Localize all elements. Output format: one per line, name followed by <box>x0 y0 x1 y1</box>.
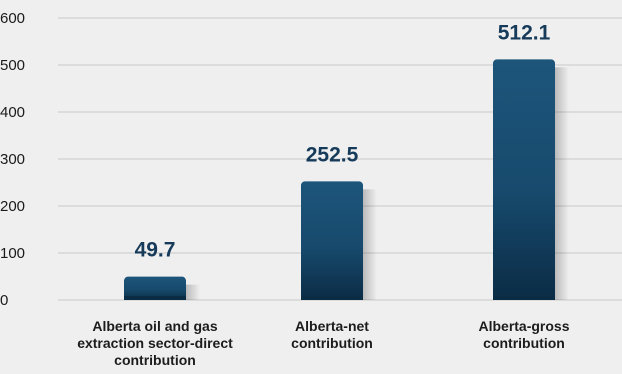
bar-base <box>301 296 363 300</box>
y-tick-label: 300 <box>0 151 25 168</box>
x-tick-label: extraction sector-direct <box>77 335 233 351</box>
bars <box>124 59 569 300</box>
y-tick-label: 0 <box>0 292 8 309</box>
x-tick-label: contribution <box>483 335 565 351</box>
x-tick-label: Alberta-gross <box>478 318 569 334</box>
x-tick-label: Alberta-net <box>295 318 369 334</box>
bar-shadow <box>363 189 377 300</box>
x-tick-label: contribution <box>114 352 196 368</box>
bar-base <box>124 296 186 300</box>
bar <box>301 181 363 300</box>
bar <box>124 276 186 300</box>
y-tick-label: 100 <box>0 245 25 262</box>
y-tick-label: 400 <box>0 104 25 121</box>
x-tick-label: Alberta oil and gas <box>92 318 217 334</box>
y-tick-label: 600 <box>0 10 25 27</box>
y-tick-label: 500 <box>0 57 25 74</box>
x-tick-label: contribution <box>291 335 373 351</box>
bar-shadow <box>555 67 569 300</box>
data-labels: 49.7 252.5 512.1 <box>135 21 551 261</box>
bar-shadow <box>186 284 200 300</box>
bar-base <box>493 296 555 300</box>
y-axis: 0 100 200 300 400 500 600 <box>0 10 25 309</box>
data-label: 49.7 <box>135 239 176 262</box>
data-label: 252.5 <box>306 143 359 166</box>
bar <box>493 59 555 300</box>
data-label: 512.1 <box>498 21 551 44</box>
y-tick-label: 200 <box>0 198 25 215</box>
